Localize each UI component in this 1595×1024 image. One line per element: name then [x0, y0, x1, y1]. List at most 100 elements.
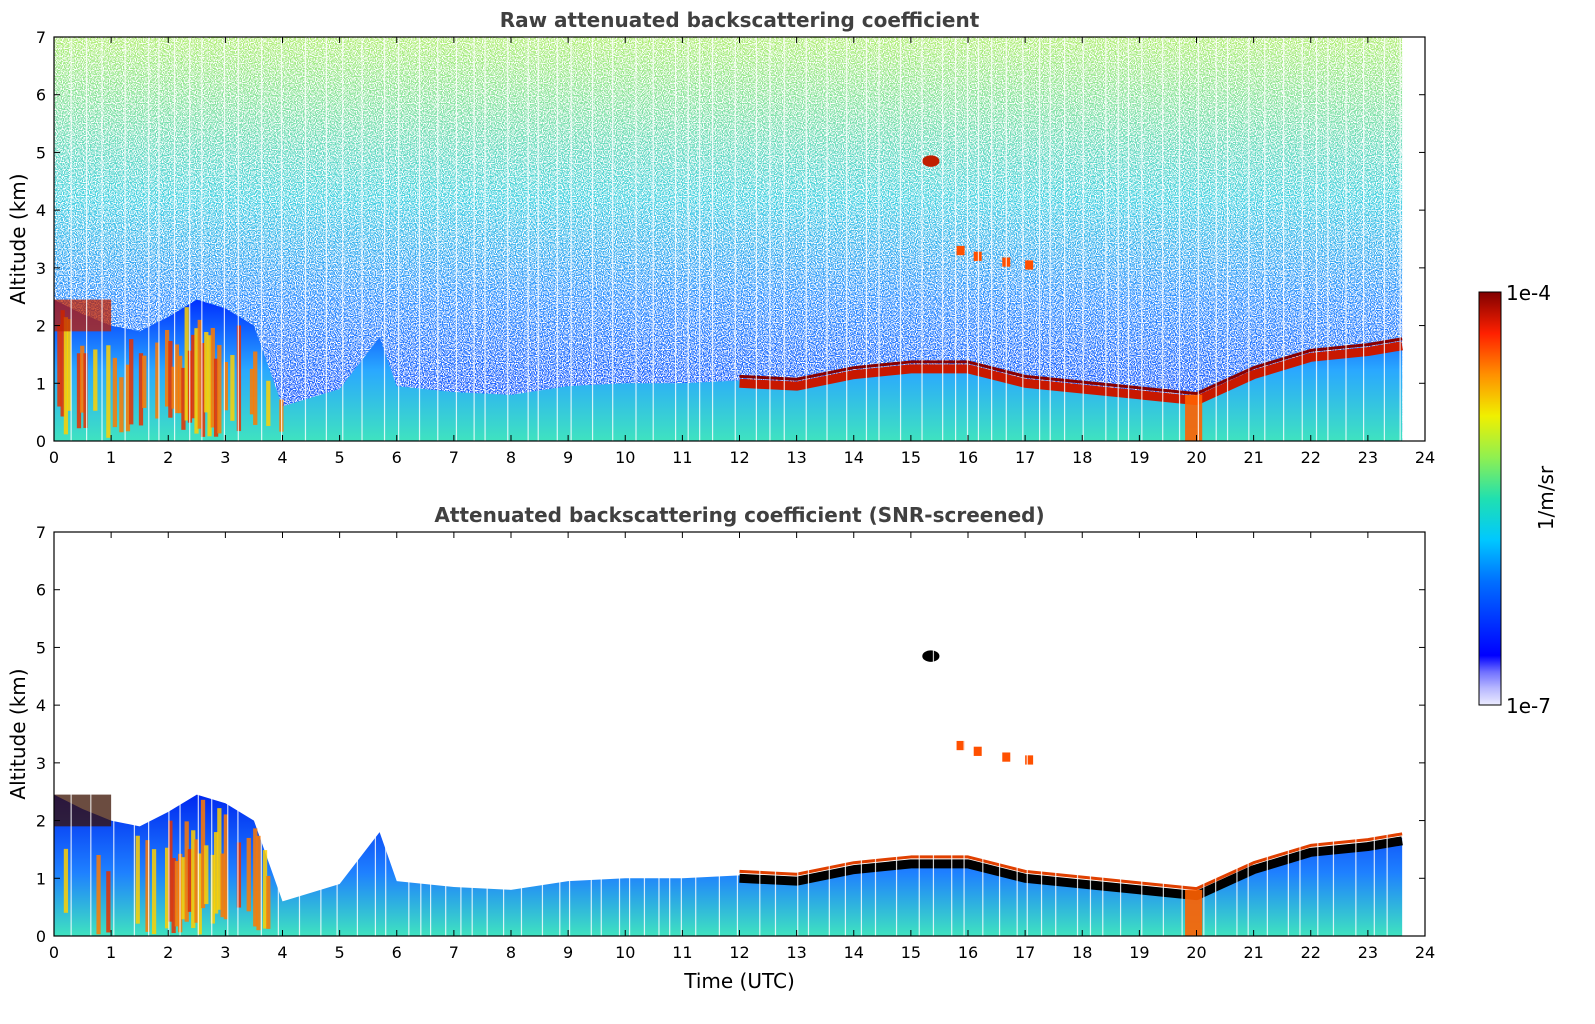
aerosol-streak	[168, 340, 173, 418]
x-tick-label: 0	[49, 943, 59, 962]
y-tick-label: 3	[36, 754, 46, 773]
aerosol-streak	[266, 875, 271, 929]
x-tick-label: 7	[449, 943, 459, 962]
aerosol-streak	[138, 353, 144, 426]
x-axis-label: Time (UTC)	[683, 969, 795, 993]
aerosol-streak	[174, 344, 180, 414]
aerosol-streak	[230, 355, 235, 421]
y-tick-label: 6	[36, 581, 46, 600]
colorbar-label: 1/m/sr	[1534, 465, 1558, 530]
aerosol-streak	[197, 319, 202, 429]
x-tick-label: 15	[901, 943, 921, 962]
x-tick-label: 22	[1301, 448, 1321, 467]
aerosol-streak	[184, 821, 189, 922]
x-tick-label: 24	[1415, 448, 1435, 467]
x-tick-label: 15	[901, 448, 921, 467]
aerosol-streak	[155, 342, 160, 419]
x-tick-label: 18	[1072, 943, 1092, 962]
aerosol-streak	[63, 848, 69, 913]
x-tick-label: 9	[563, 943, 573, 962]
y-axis-label: Altitude (km)	[6, 173, 30, 304]
x-tick-label: 6	[392, 448, 402, 467]
y-axis-label: Altitude (km)	[6, 668, 30, 799]
cloud-layer-edge	[739, 832, 1403, 891]
x-tick-label: 23	[1358, 943, 1378, 962]
aerosol-streak	[63, 317, 69, 435]
aerosol-streak	[171, 858, 176, 934]
aerosol-top-edge	[54, 794, 112, 827]
x-tick-label: 3	[220, 943, 230, 962]
x-tick-label: 19	[1129, 448, 1149, 467]
x-tick-label: 3	[220, 448, 230, 467]
aerosol-streak	[210, 854, 215, 924]
x-tick-label: 4	[277, 448, 287, 467]
aerosol-streak	[266, 380, 271, 426]
aerosol-streak	[213, 358, 219, 437]
y-tick-label: 0	[36, 432, 46, 451]
aerosol-streak	[191, 334, 196, 419]
precipitation-column	[1185, 889, 1203, 936]
aerosol-streak	[210, 327, 215, 428]
aerosol-streak	[151, 849, 157, 935]
x-tick-label: 10	[615, 448, 635, 467]
x-tick-label: 22	[1301, 943, 1321, 962]
x-tick-label: 11	[672, 448, 692, 467]
aerosol-streak	[236, 325, 242, 432]
noise-background	[54, 37, 1403, 441]
colorbar: 1e-4 1e-7 1/m/sr	[1478, 281, 1558, 718]
aerosol-streak	[253, 351, 258, 425]
y-tick-label: 2	[36, 812, 46, 831]
aerosol-streak	[194, 328, 199, 434]
aerosol-streak	[207, 335, 212, 437]
y-tick-label: 5	[36, 638, 46, 657]
x-tick-label: 24	[1415, 943, 1435, 962]
aerosol-streak	[220, 853, 225, 918]
x-tick-label: 14	[844, 448, 864, 467]
aerosol-streak	[181, 857, 186, 920]
x-tick-label: 1	[106, 448, 116, 467]
y-tick-label: 4	[36, 201, 46, 220]
cloud-fragment	[1002, 752, 1011, 762]
x-tick-label: 14	[844, 943, 864, 962]
y-tick-label: 1	[36, 374, 46, 393]
cloud-fragment	[1025, 755, 1034, 765]
y-tick-label: 2	[36, 317, 46, 336]
aerosol-streak	[129, 339, 134, 425]
aerosol-streak	[204, 332, 209, 413]
x-tick-label: 21	[1243, 448, 1263, 467]
axes: 0 1 2 3 4 5 6 7 8 9 10 11 12 13 14 15 16 17 18 19 20 21 22 23 24…	[36, 523, 1435, 962]
aerosol-streak	[187, 849, 193, 912]
aerosol-streak	[57, 324, 62, 407]
x-tick-label: 5	[335, 943, 345, 962]
y-tick-label: 7	[36, 523, 46, 542]
x-tick-label: 0	[49, 448, 59, 467]
cloud-fragment	[973, 251, 982, 261]
x-tick-label: 16	[958, 943, 978, 962]
plot-area	[54, 37, 1403, 441]
x-tick-label: 20	[1186, 943, 1206, 962]
cloud-fragment	[1025, 260, 1034, 270]
x-tick-label: 7	[449, 448, 459, 467]
x-tick-label: 17	[1015, 448, 1035, 467]
x-tick-label: 1	[106, 943, 116, 962]
aerosol-streak	[96, 854, 101, 935]
aerosol-streak	[142, 355, 147, 408]
y-tick-label: 6	[36, 86, 46, 105]
x-tick-label: 13	[786, 448, 806, 467]
aerosol-streak	[197, 853, 202, 935]
panel-title: Attenuated backscattering coefficient (S…	[434, 503, 1044, 527]
y-tick-label: 5	[36, 143, 46, 162]
x-tick-label: 12	[729, 448, 749, 467]
x-tick-label: 23	[1358, 448, 1378, 467]
aerosol-streak	[217, 808, 222, 910]
colorbar-gradient	[1478, 291, 1502, 706]
raw-backscatter-panel: Raw attenuated backscattering coefficien…	[6, 8, 1435, 467]
aerosol-streak	[217, 345, 222, 434]
aerosol-streak	[106, 345, 111, 438]
x-tick-label: 18	[1072, 448, 1092, 467]
x-tick-label: 6	[392, 943, 402, 962]
colorbar-max-label: 1e-4	[1506, 281, 1551, 305]
aerosol-streak	[223, 814, 229, 920]
aerosol-streak	[171, 366, 176, 409]
aerosol-streak	[256, 835, 261, 931]
